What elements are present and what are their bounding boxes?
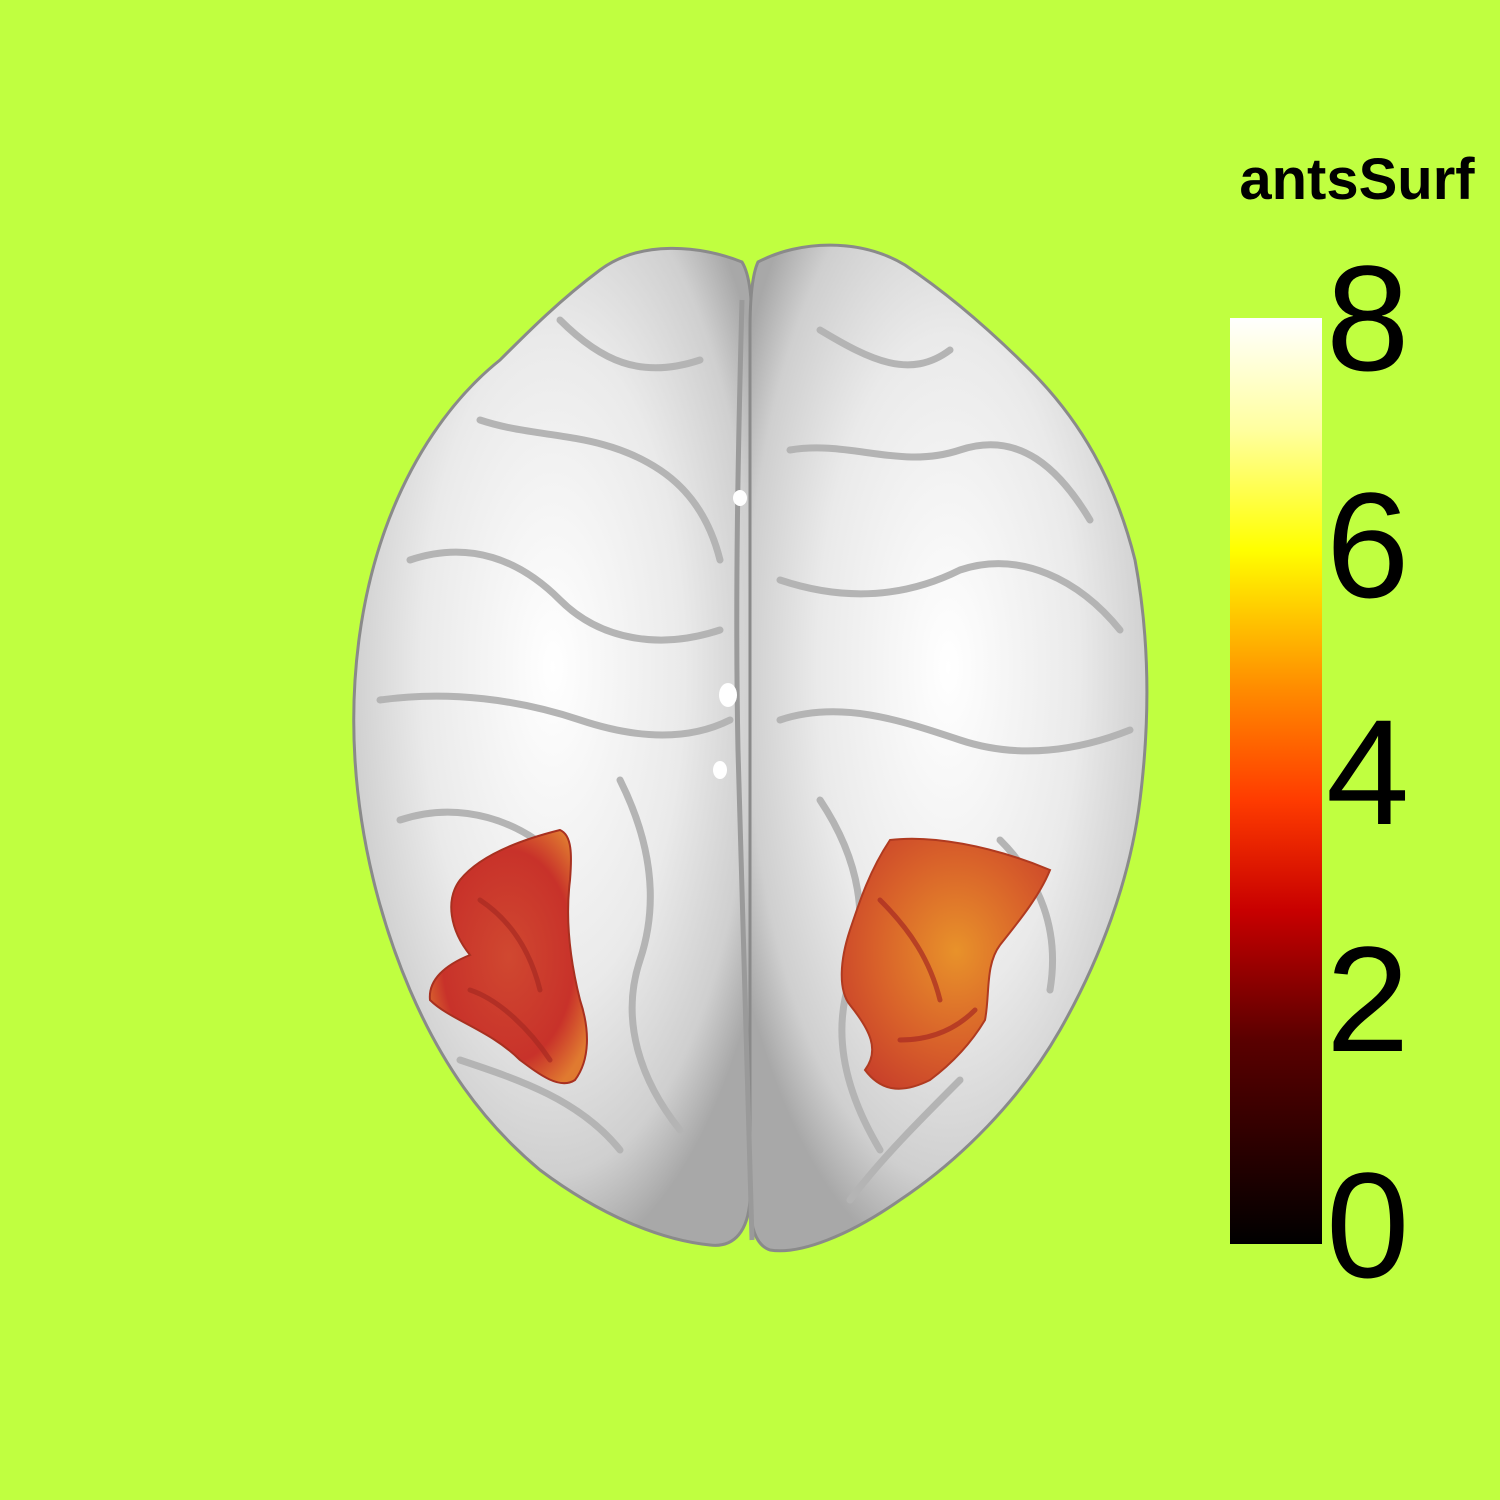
right-activation-region — [840, 837, 1052, 1090]
colorbar-tick-label: 0 — [1326, 1141, 1410, 1309]
colorbar-gradient — [1230, 318, 1322, 1244]
colorbar-tick-label: 2 — [1326, 915, 1410, 1083]
colorbar-title: antsSurf — [1239, 147, 1475, 212]
longitudinal-fissure — [734, 299, 755, 1241]
colorbar-tick-label: 6 — [1326, 461, 1410, 629]
colorbar-tick-label: 4 — [1326, 688, 1410, 856]
colorbar-tick-label: 8 — [1326, 234, 1410, 402]
left-activation-region — [428, 828, 588, 1085]
right-hemisphere — [748, 243, 1149, 1253]
